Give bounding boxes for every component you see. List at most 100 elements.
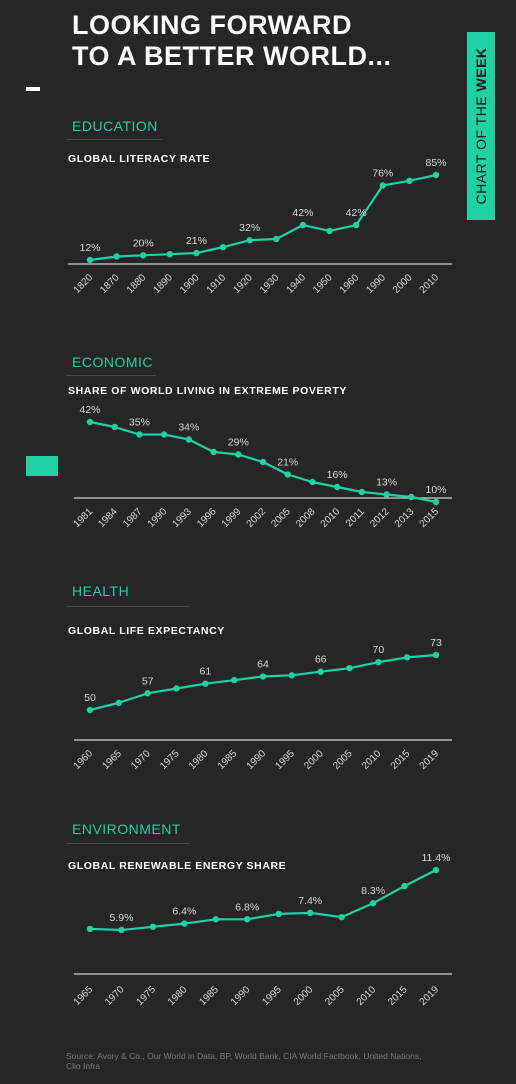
data-point	[202, 680, 209, 687]
chart-title-life-expectancy: GLOBAL LIFE EXPECTANCY	[68, 625, 225, 637]
data-point	[401, 882, 408, 890]
x-tick-label: 2015	[389, 748, 413, 772]
x-tick-label: 1880	[125, 272, 149, 296]
data-label: 21%	[186, 235, 207, 247]
data-label: 85%	[425, 157, 446, 169]
data-point	[259, 458, 267, 466]
data-label: 11.4%	[422, 852, 451, 864]
data-label: 6.4%	[172, 906, 196, 918]
data-point	[306, 909, 314, 917]
section-label-health: HEALTH	[72, 583, 130, 599]
x-tick-label: 1900	[178, 272, 202, 296]
x-tick-label: 1985	[197, 984, 221, 1008]
data-label: 76%	[372, 167, 393, 179]
data-point	[212, 916, 220, 923]
section-label-environment: ENVIRONMENT	[72, 821, 181, 837]
data-label: 70	[372, 644, 384, 656]
x-tick-label: 1870	[98, 272, 122, 296]
data-label: 66	[315, 654, 327, 666]
data-point	[193, 249, 200, 257]
x-tick-label: 2010	[360, 748, 384, 772]
data-label: 12%	[79, 242, 100, 254]
data-point	[369, 900, 377, 907]
x-tick-label: 1970	[129, 748, 153, 772]
data-point	[160, 431, 168, 438]
decorative-dash	[26, 87, 40, 91]
section-rule-education	[66, 139, 162, 140]
data-label: 34%	[178, 422, 199, 434]
data-point	[406, 177, 413, 185]
data-point	[275, 910, 282, 918]
x-tick-label: 2000	[292, 984, 316, 1008]
data-label: 13%	[376, 477, 397, 489]
data-point	[244, 916, 251, 923]
data-label: 10%	[425, 484, 446, 496]
data-label: 21%	[277, 457, 298, 469]
x-tick-label: 1980	[187, 748, 211, 772]
source-note: Source: Avory & Co., Our World in Data, …	[66, 1051, 422, 1071]
x-tick-label: 1975	[158, 748, 182, 772]
data-label: 8.3%	[361, 885, 385, 897]
chart-title-poverty: SHARE OF WORLD LIVING IN EXTREME POVERTY	[68, 385, 347, 397]
data-label: 64	[257, 659, 269, 671]
x-tick-label: 2005	[323, 984, 347, 1008]
section-label-economic: ECONOMIC	[72, 354, 153, 370]
x-tick-label: 1984	[96, 506, 120, 530]
data-point	[149, 923, 157, 930]
section-rule-environment	[66, 843, 190, 844]
data-point	[375, 658, 382, 666]
x-tick-label: 1999	[220, 506, 244, 530]
renewable-chart: 1965 5.9% 1970 1975 6.4% 1980 1985 6.8% 1990 1995…	[72, 852, 452, 1008]
series-line	[89, 173, 437, 262]
data-label: 16%	[327, 469, 348, 481]
x-tick-label: 2010	[319, 506, 343, 530]
title-line-1: LOOKING FORWARD	[72, 10, 352, 40]
data-point	[115, 699, 123, 707]
data-point	[86, 706, 94, 714]
x-tick-label: 1993	[170, 506, 194, 530]
data-label: 7.4%	[298, 895, 322, 907]
x-tick-label: 1890	[151, 272, 175, 296]
x-tick-label: 1950	[311, 272, 335, 296]
x-tick-label: 1990	[229, 984, 253, 1008]
data-point	[113, 253, 120, 260]
data-point	[230, 676, 238, 684]
x-tick-label: 2019	[418, 748, 442, 772]
x-tick-label: 2019	[418, 984, 442, 1008]
data-point	[346, 664, 353, 672]
data-point	[383, 491, 390, 498]
x-tick-label: 1960	[338, 272, 362, 296]
chart-title-literacy: GLOBAL LITERACY RATE	[68, 153, 211, 165]
x-tick-label: 1995	[273, 748, 297, 772]
x-tick-label: 2005	[269, 506, 293, 530]
data-point	[246, 237, 253, 244]
data-label: 57	[142, 675, 154, 687]
chart-title-renewable: GLOBAL RENEWABLE ENERGY SHARE	[68, 860, 287, 872]
data-point	[185, 436, 193, 443]
data-point	[379, 182, 386, 189]
data-point	[136, 431, 143, 438]
data-point	[432, 498, 440, 506]
x-tick-label: 2008	[294, 506, 318, 530]
x-tick-label: 1920	[231, 272, 255, 296]
x-tick-label: 1996	[195, 506, 219, 530]
page-title: LOOKING FORWARD TO A BETTER WORLD...	[72, 10, 392, 72]
data-point	[288, 672, 296, 679]
data-point	[140, 252, 147, 259]
data-point	[299, 221, 307, 229]
x-tick-label: 1990	[245, 748, 269, 772]
literacy-chart: 12% 1820 1870 20% 1880 1890 21% 1900 1910 32% 1920…	[68, 157, 452, 296]
data-point	[111, 423, 118, 431]
section-rule-health	[66, 606, 190, 607]
data-point	[317, 668, 324, 675]
x-tick-label: 2011	[344, 506, 367, 529]
data-point	[144, 690, 151, 697]
x-tick-label: 2015	[418, 506, 442, 530]
data-point	[432, 171, 440, 179]
x-tick-label: 1995	[260, 984, 284, 1008]
data-label: 42%	[292, 207, 313, 219]
data-label: 29%	[228, 437, 249, 449]
poverty-chart: 42% 1981 1984 35% 1987 1990 34% 1993 1996 29% 1999…	[72, 404, 452, 530]
data-point	[273, 235, 280, 243]
data-point	[333, 483, 341, 491]
